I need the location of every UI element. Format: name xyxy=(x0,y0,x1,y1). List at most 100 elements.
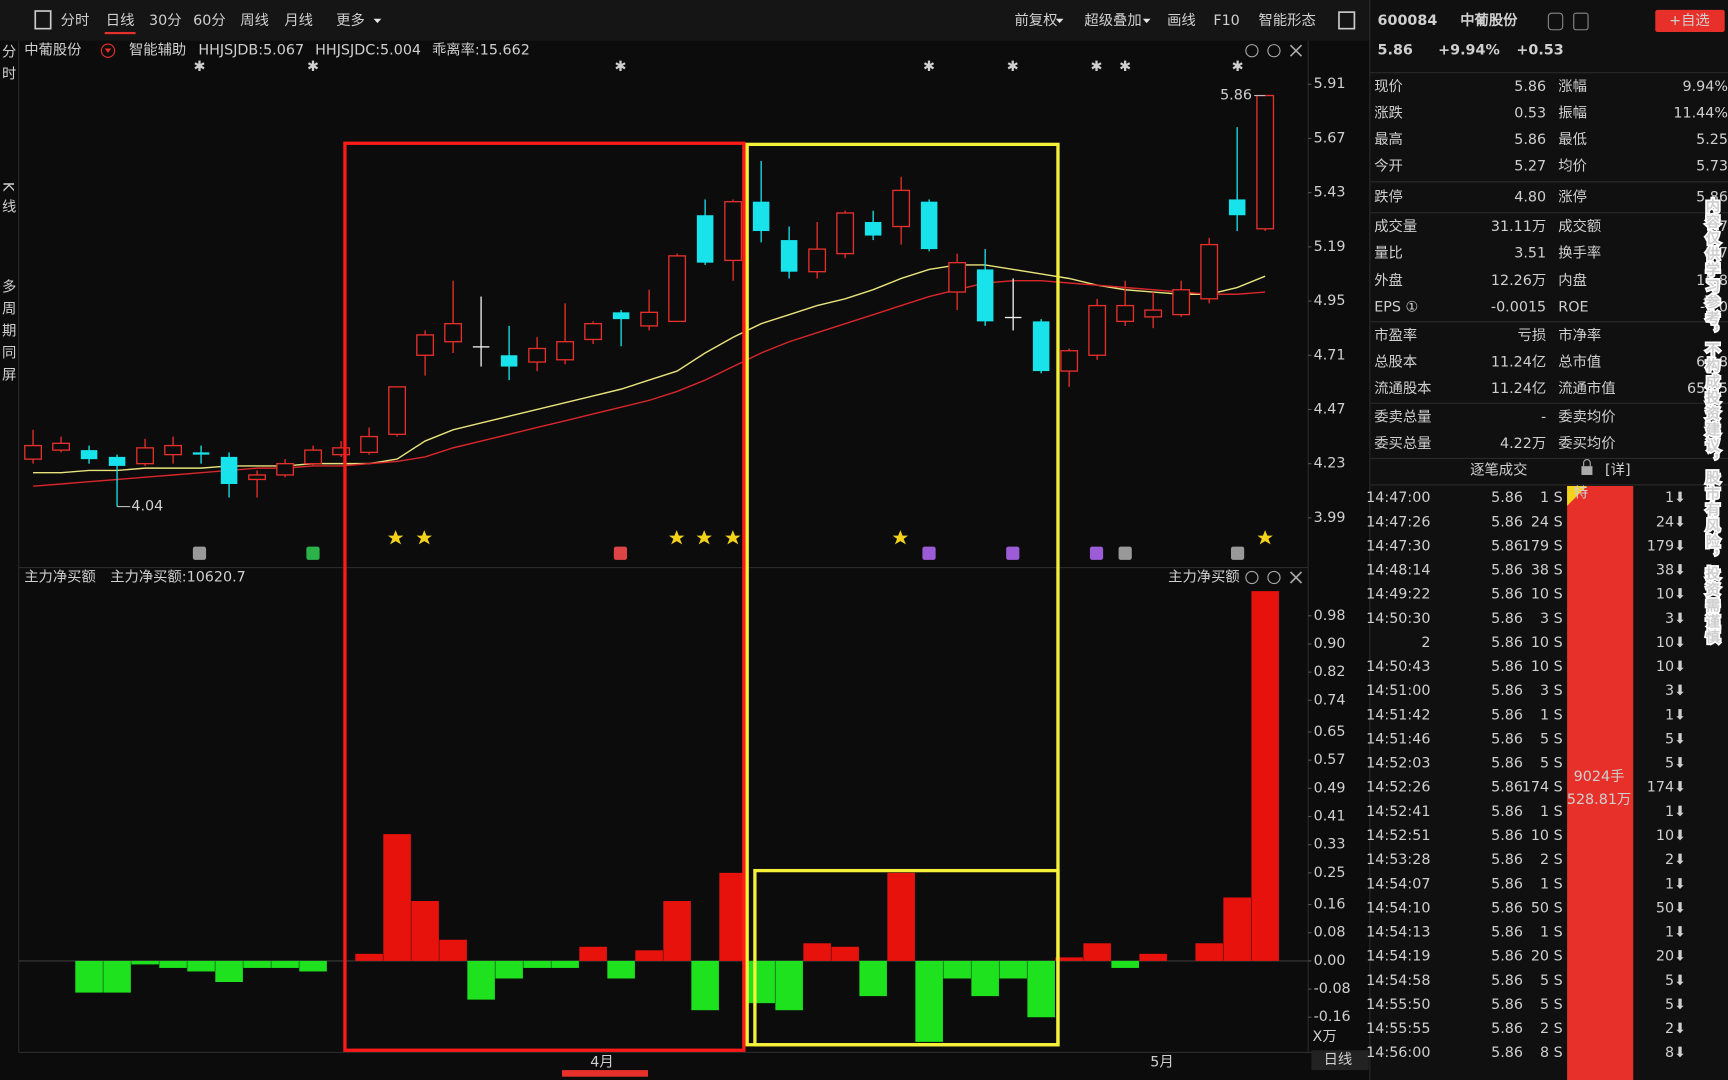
trade-volume: 1 S xyxy=(1540,804,1563,820)
stat-label: 外盘 xyxy=(1374,271,1403,289)
trade-badge: 特 xyxy=(1574,485,1588,502)
trade-price: 5.86 xyxy=(1491,1045,1523,1061)
trade-side: 24⬇ xyxy=(1656,514,1686,530)
watchlist-button[interactable] xyxy=(1655,9,1725,32)
y-tick-label: 0.65 xyxy=(1314,724,1346,740)
y-tick-label: 0.08 xyxy=(1314,925,1346,941)
y-tick-label: 0.74 xyxy=(1314,692,1346,708)
chart-title-right: 主力净买额 xyxy=(1168,568,1240,585)
stat-label: 涨幅 xyxy=(1558,78,1587,95)
bar xyxy=(1223,897,1251,961)
x-tick-label: 4月 xyxy=(590,1054,613,1070)
stat-label: 总股本 xyxy=(1374,354,1417,371)
candle-body xyxy=(752,201,770,232)
scrollbar[interactable] xyxy=(562,1070,648,1077)
trade-time: 14:54:10 xyxy=(1366,900,1430,916)
trade-side: 5⬇ xyxy=(1665,973,1686,989)
bar xyxy=(635,950,663,961)
trade-side: 174⬇ xyxy=(1647,780,1686,796)
sidebar-tab[interactable]: 分时 xyxy=(0,44,16,88)
tool-button[interactable]: 智能形态 xyxy=(1259,12,1316,29)
period-tab[interactable]: 30分 xyxy=(149,12,182,29)
trade-volume: 5 S xyxy=(1540,731,1563,747)
y-tick-label: 4.95 xyxy=(1314,293,1346,309)
watchlist-button-label[interactable]: +自选 xyxy=(1669,12,1710,29)
trade-side: 1⬇ xyxy=(1665,707,1686,723)
tool-button[interactable]: 前复权 xyxy=(1014,11,1057,29)
trade-volume: 3 S xyxy=(1540,683,1563,699)
settings-icon[interactable] xyxy=(1245,44,1259,58)
tool-button[interactable]: 超级叠加 xyxy=(1084,12,1141,29)
stat-value: 5.86 xyxy=(1514,132,1546,148)
stat-value: 2.7 xyxy=(1705,245,1728,261)
candle-body xyxy=(948,262,967,293)
settings-icon[interactable] xyxy=(1245,570,1259,585)
bar xyxy=(1055,957,1083,961)
tool-button[interactable]: F10 xyxy=(1213,13,1239,29)
candle-body xyxy=(892,189,911,228)
signal-badge xyxy=(922,546,936,560)
trade-time: 14:55:50 xyxy=(1366,997,1430,1013)
help-icon[interactable] xyxy=(1267,44,1281,58)
layout-icon[interactable] xyxy=(34,10,52,30)
info-icon[interactable] xyxy=(1573,12,1589,31)
trades-detail-link[interactable]: [详] xyxy=(1605,462,1630,479)
period-tab[interactable]: 更多 xyxy=(336,12,365,29)
candle-body xyxy=(864,222,882,236)
bar xyxy=(691,960,719,1011)
tool-button[interactable]: 画线 xyxy=(1167,12,1196,29)
trade-side: 10⬇ xyxy=(1656,659,1686,675)
trade-side: 2⬇ xyxy=(1665,1021,1686,1037)
help-icon[interactable] xyxy=(1267,570,1281,585)
menu-icon[interactable] xyxy=(100,43,116,58)
trade-side: 10⬇ xyxy=(1656,587,1686,603)
indicator-menu[interactable]: 智能辅助 xyxy=(129,42,186,59)
stat-value: 65.8 xyxy=(1696,355,1728,371)
period-tab[interactable]: 分时 xyxy=(61,12,90,29)
trade-side: 8⬇ xyxy=(1665,1045,1686,1061)
bar xyxy=(243,960,271,968)
period-tab[interactable]: 日线 xyxy=(106,12,135,29)
close-icon[interactable] xyxy=(1289,44,1303,57)
trade-time: 14:50:43 xyxy=(1366,659,1430,675)
y-tick-label: 5.91 xyxy=(1314,76,1346,92)
bar xyxy=(579,946,607,961)
trade-side: 1⬇ xyxy=(1665,925,1686,941)
stat-value: -0.0015 xyxy=(1491,299,1546,315)
trade-volume: 5 S xyxy=(1540,756,1563,772)
alert-icon[interactable] xyxy=(1547,12,1564,31)
candle-body xyxy=(1228,199,1246,216)
sidebar-tab[interactable]: K线 xyxy=(0,182,16,221)
period-badge xyxy=(1311,1050,1369,1071)
candle-body xyxy=(444,322,463,343)
quote-panel xyxy=(1369,0,1728,1080)
period-tab[interactable]: 周线 xyxy=(240,12,269,29)
candle-body xyxy=(808,248,827,273)
toolbar xyxy=(0,0,1370,41)
stat-value: 12.26万 xyxy=(1491,273,1546,289)
period-tab[interactable]: 60分 xyxy=(193,12,226,29)
stat-value: 9.94% xyxy=(1683,79,1728,95)
stat-value: 18.8 xyxy=(1696,273,1728,289)
dropdown-caret xyxy=(1142,18,1151,24)
trade-time: 14:55:55 xyxy=(1366,1021,1430,1037)
signal-icon: ✱ xyxy=(1119,59,1131,75)
period-label: 日线 xyxy=(1324,1051,1353,1068)
bar xyxy=(859,960,887,997)
close-icon[interactable] xyxy=(1289,571,1303,584)
last-price: 5.86 xyxy=(1378,43,1413,59)
y-tick-label: 3.99 xyxy=(1314,510,1346,526)
signal-icon: ✱ xyxy=(307,59,319,75)
lock-icon xyxy=(1581,466,1593,475)
y-tick-label: 5.43 xyxy=(1314,185,1346,201)
trade-price: 5.86 xyxy=(1491,876,1523,892)
trade-time: 14:54:13 xyxy=(1366,925,1430,941)
period-tab[interactable]: 月线 xyxy=(284,12,313,29)
trades-title[interactable]: 逐笔成交 xyxy=(1470,461,1527,479)
trade-side: 38⬇ xyxy=(1656,563,1686,579)
sidebar-tab[interactable]: 多周期同屏 xyxy=(0,278,16,389)
candle-body xyxy=(836,212,855,255)
panel-toggle-icon[interactable] xyxy=(1338,11,1356,30)
signal-icon: ✱ xyxy=(923,59,935,75)
bar xyxy=(355,953,383,961)
